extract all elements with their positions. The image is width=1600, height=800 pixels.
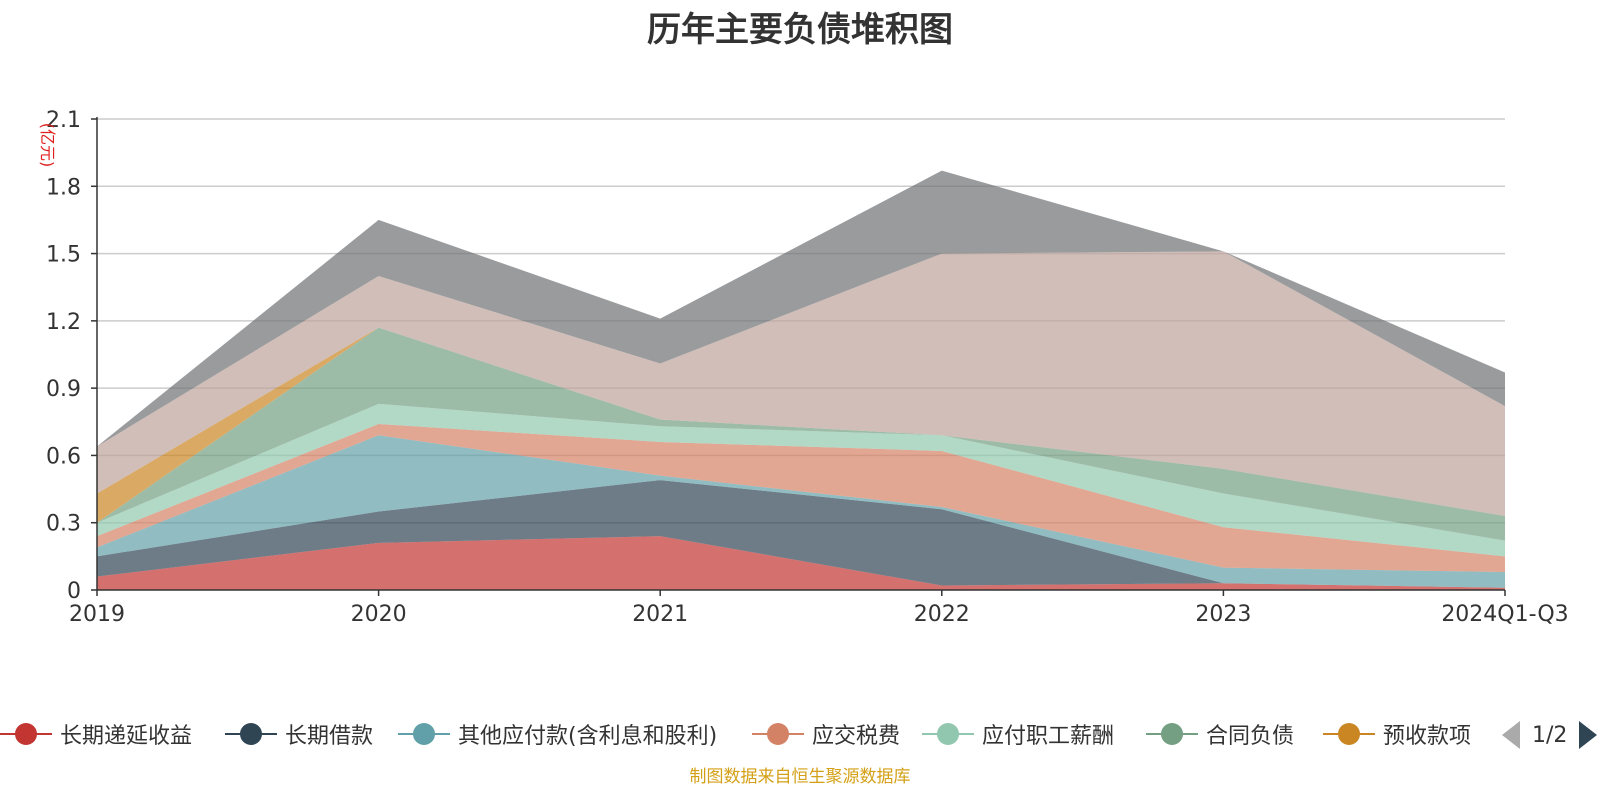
- legend-item[interactable]: 其他应付款(含利息和股利): [398, 712, 717, 756]
- legend-label: 合同负债: [1206, 724, 1295, 749]
- y-tick-label: 0.6: [46, 444, 81, 469]
- legend-symbol-icon: [398, 712, 450, 756]
- x-tick-label: 2020: [351, 602, 407, 627]
- legend-prev-icon[interactable]: [1502, 721, 1520, 749]
- area-series-2: [97, 435, 1505, 588]
- y-tick-label: 1.2: [46, 310, 81, 335]
- area-series-1: [97, 480, 1505, 588]
- legend-item[interactable]: 预收款项: [1323, 712, 1471, 756]
- legend-symbol-icon: [1146, 712, 1198, 756]
- legend-dot: [240, 723, 262, 745]
- x-tick-label: 2022: [914, 602, 970, 627]
- legend-label: 应交税费: [812, 724, 901, 749]
- area-series-7: [97, 251, 1505, 516]
- area-series-0: [97, 536, 1505, 590]
- area-series-3: [97, 424, 1505, 573]
- legend-symbol-icon: [225, 712, 277, 756]
- legend-item[interactable]: 长期借款: [225, 712, 373, 756]
- legend-symbol-icon: [752, 712, 804, 756]
- y-tick-label: 1.8: [46, 175, 81, 200]
- legend: 长期递延收益 长期借款 其他应付款(含利息和股利) 应交税费 应付职工薪酬 合同负债 预收款…: [0, 712, 1482, 756]
- y-tick-label: 1.5: [46, 243, 81, 268]
- x-tick-label: 2021: [632, 602, 688, 627]
- legend-item[interactable]: 应付职工薪酬: [922, 712, 1114, 756]
- legend-label: 预收款项: [1383, 724, 1472, 749]
- legend-item[interactable]: 长期递延收益: [0, 712, 192, 756]
- area-series-4: [97, 403, 1505, 557]
- legend-dot: [937, 723, 959, 745]
- legend-pager: 1/2: [1502, 718, 1598, 752]
- legend-label: 应付职工薪酬: [982, 724, 1115, 749]
- area-series-5: [97, 327, 1505, 541]
- y-tick-label: 2.1: [46, 108, 81, 133]
- x-tick-label: 2024Q1-Q3: [1441, 602, 1568, 627]
- legend-next-icon[interactable]: [1579, 721, 1598, 749]
- legend-dot: [767, 723, 789, 745]
- y-tick-label: 0.9: [46, 377, 81, 402]
- legend-item[interactable]: 合同负债: [1146, 712, 1294, 756]
- legend-dot: [413, 723, 435, 745]
- y-axis-unit-label: (亿元): [38, 123, 57, 168]
- legend-page-indicator: 1/2: [1532, 722, 1568, 748]
- legend-symbol-icon: [922, 712, 974, 756]
- chart-title: 历年主要负债堆积图: [647, 10, 953, 50]
- source-note: 制图数据来自恒生聚源数据库: [689, 767, 911, 787]
- legend-dot: [1161, 723, 1183, 745]
- legend-dot: [1338, 723, 1360, 745]
- area-series-8: [97, 170, 1505, 447]
- legend-dot: [15, 723, 37, 745]
- legend-label: 长期借款: [285, 724, 374, 749]
- legend-label: 长期递延收益: [60, 724, 193, 749]
- legend-label: 其他应付款(含利息和股利): [458, 724, 718, 749]
- x-tick-label: 2023: [1195, 602, 1251, 627]
- y-tick-label: 0.3: [46, 512, 81, 537]
- x-tick-label: 2019: [69, 602, 125, 627]
- stacked-area-chart: 0 0.3 0.6 0.9 1.2 1.5 1.8 2.1 2019 2020 2021 2022 20…: [38, 108, 1569, 627]
- y-tick-label: 0: [67, 579, 81, 604]
- legend-symbol-icon: [0, 712, 52, 756]
- legend-symbol-icon: [1323, 712, 1375, 756]
- legend-item[interactable]: 应交税费: [752, 712, 900, 756]
